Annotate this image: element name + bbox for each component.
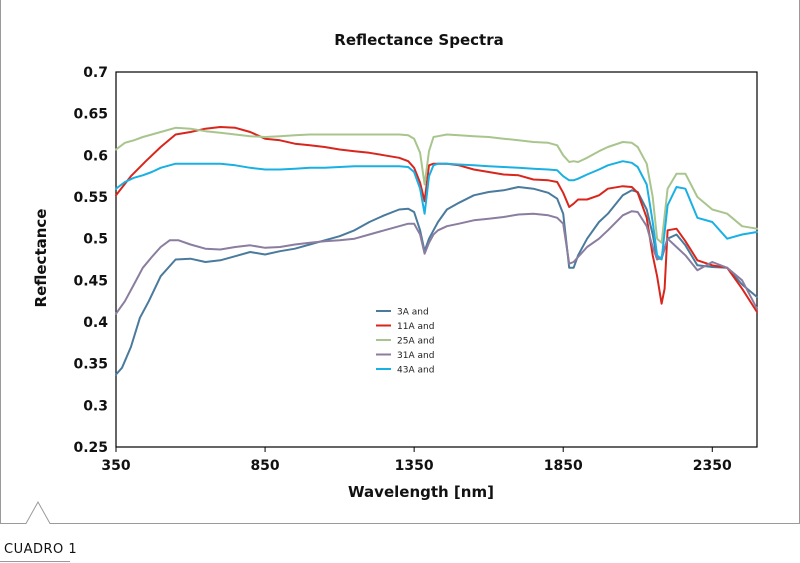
y-tick-label: 0.6 bbox=[83, 148, 108, 164]
y-tick-label: 0.4 bbox=[83, 315, 108, 331]
legend-label: 43A and bbox=[397, 366, 434, 376]
figure-caption: CUADRO 1 bbox=[4, 542, 78, 557]
y-tick-label: 0.65 bbox=[73, 107, 108, 123]
y-tick-label: 0.5 bbox=[83, 232, 108, 248]
y-axis-label: Reflectance bbox=[32, 209, 50, 308]
legend-label: 3A and bbox=[397, 308, 429, 318]
series-line bbox=[115, 160, 758, 261]
series-line bbox=[115, 210, 758, 315]
legend: 3A and 11A and 25A and 31A and 43A and bbox=[376, 308, 434, 376]
y-tick-label: 0.7 bbox=[83, 65, 108, 81]
y-axis-ticks: 0.25 0.3 0.35 0.4 0.45 0.5 0.55 0.6 0.65 0.7 bbox=[73, 65, 108, 456]
series-line bbox=[115, 186, 758, 376]
y-tick-label: 0.25 bbox=[73, 440, 108, 456]
y-tick-label: 0.3 bbox=[83, 398, 108, 414]
x-axis-ticks: 350 850 1350 1850 2350 bbox=[101, 447, 732, 474]
legend-label: 31A and bbox=[397, 351, 434, 361]
x-tick-label: 1850 bbox=[544, 458, 583, 474]
series-line bbox=[115, 126, 758, 244]
y-tick-label: 0.55 bbox=[73, 190, 108, 206]
x-tick-label: 350 bbox=[101, 458, 130, 474]
legend-label: 25A and bbox=[397, 337, 434, 347]
x-tick-label: 2350 bbox=[693, 458, 732, 474]
y-tick-label: 0.45 bbox=[73, 273, 108, 289]
caption-underline bbox=[0, 561, 70, 562]
chart: Reflectance Spectra 0.250.30.350.40.450.… bbox=[32, 31, 758, 501]
x-axis-label: Wavelength [nm] bbox=[348, 483, 494, 501]
chart-title: Reflectance Spectra bbox=[334, 31, 503, 49]
legend-label: 11A and bbox=[397, 322, 434, 332]
series-group bbox=[115, 126, 758, 376]
y-tick-label: 0.35 bbox=[73, 357, 108, 373]
x-tick-label: 1350 bbox=[395, 458, 434, 474]
x-tick-label: 850 bbox=[250, 458, 279, 474]
